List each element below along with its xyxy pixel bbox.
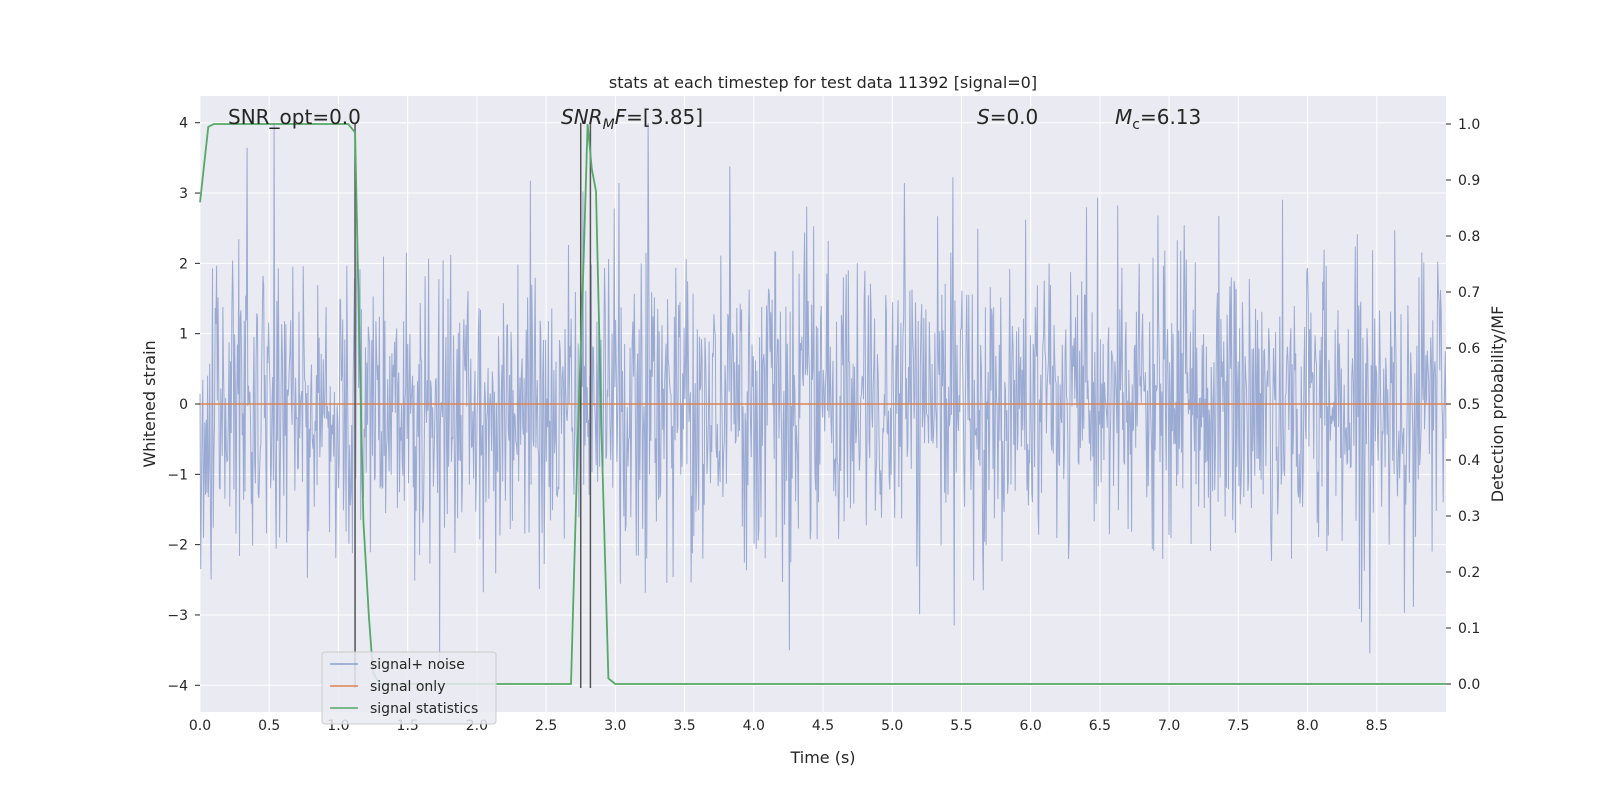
annotation-mc-rest: =6.13	[1140, 105, 1201, 129]
y2-tick-label: 0.3	[1458, 509, 1480, 525]
signal-noise-line	[199, 122, 1447, 664]
y2-tick-label: 0.7	[1458, 285, 1480, 301]
annotation-snr-mf-sub: M	[603, 117, 615, 133]
y2-tick-label: 1.0	[1458, 117, 1480, 133]
annotation-s-rest: =0.0	[990, 105, 1039, 129]
y2-tick-label: 0.0	[1458, 677, 1480, 693]
y-tick-label: 1	[179, 327, 188, 343]
x-tick-label: 7.0	[1158, 718, 1180, 734]
annotation-mc: Mc=6.13	[1115, 105, 1201, 133]
y-tick-label: 0	[179, 397, 188, 413]
legend-label-signal-statistics: signal statistics	[370, 701, 478, 717]
x-tick-label: 2.5	[535, 718, 557, 734]
y-tick-label: 2	[179, 256, 188, 272]
legend-label-signal-noise: signal+ noise	[370, 657, 465, 673]
x-tick-label: 5.5	[950, 718, 972, 734]
y-tick-label: 4	[179, 116, 188, 132]
x-tick-label: 8.5	[1366, 718, 1388, 734]
annotation-snr-mf-italic: SNR	[561, 105, 603, 129]
x-tick-label: 5.0	[881, 718, 903, 734]
x-tick-label: 6.5	[1089, 718, 1111, 734]
annotation-s-stat: S=0.0	[977, 105, 1038, 129]
signal-noise-series	[199, 122, 1447, 664]
y2-tick-label: 0.1	[1458, 621, 1480, 637]
y2-axis-label: Detection probability/MF	[1488, 306, 1507, 503]
legend-label-signal-only: signal only	[370, 679, 445, 695]
x-tick-label: 3.0	[604, 718, 626, 734]
x-tick-label: 0.0	[189, 718, 211, 734]
y2-tick-label: 0.6	[1458, 341, 1480, 357]
x-axis-label: Time (s)	[789, 748, 855, 767]
annotation-snr-mf: SNRMF=[3.85]	[561, 105, 703, 133]
x-tick-label: 7.5	[1227, 718, 1249, 734]
x-tick-label: 8.0	[1296, 718, 1318, 734]
y2-axis-ticks: 0.0 0.1 0.2 0.3 0.4 0.5 0.6 0.7 0.8 0.9 1.0	[1446, 117, 1480, 693]
x-tick-label: 4.5	[812, 718, 834, 734]
y-axis-label: Whitened strain	[140, 340, 159, 467]
annotation-snr-mf-rest: =[3.85]	[626, 105, 703, 129]
y2-tick-label: 0.2	[1458, 565, 1480, 581]
annotation-mc-sub: c	[1132, 117, 1140, 133]
y2-tick-label: 0.4	[1458, 453, 1480, 469]
annotation-s-italic: S	[977, 105, 990, 129]
y-tick-label: −1	[167, 467, 188, 483]
x-tick-label: 3.5	[673, 718, 695, 734]
y-tick-label: 3	[179, 186, 188, 202]
annotation-snr-opt: SNR_opt=0.0	[228, 105, 361, 129]
x-tick-label: 4.0	[743, 718, 765, 734]
annotation-mc-italic: M	[1115, 105, 1132, 129]
chart-title: stats at each timestep for test data 113…	[609, 73, 1037, 92]
y-axis-ticks: −4 −3 −2 −1 0 1 2 3 4	[167, 116, 200, 694]
legend: signal+ noise signal only signal statist…	[321, 651, 497, 725]
legend-box	[321, 651, 497, 725]
x-tick-label: 0.5	[258, 718, 280, 734]
y2-tick-label: 0.9	[1458, 173, 1480, 189]
y2-tick-label: 0.5	[1458, 397, 1480, 413]
vertical-markers	[354, 122, 592, 688]
y-tick-label: −4	[167, 678, 188, 694]
annotation-snr-mf-italic2: F	[615, 105, 627, 129]
x-tick-label: 6.0	[1020, 718, 1042, 734]
y-tick-label: −2	[167, 538, 188, 554]
x-axis-ticks: 0.0 0.5 1.0 1.5 2.0 2.5 3.0 3.5 4.0 4.5 5.0 5.5 6.0 6…	[189, 718, 1388, 734]
y-tick-label: −3	[167, 608, 188, 624]
y2-tick-label: 0.8	[1458, 229, 1480, 245]
